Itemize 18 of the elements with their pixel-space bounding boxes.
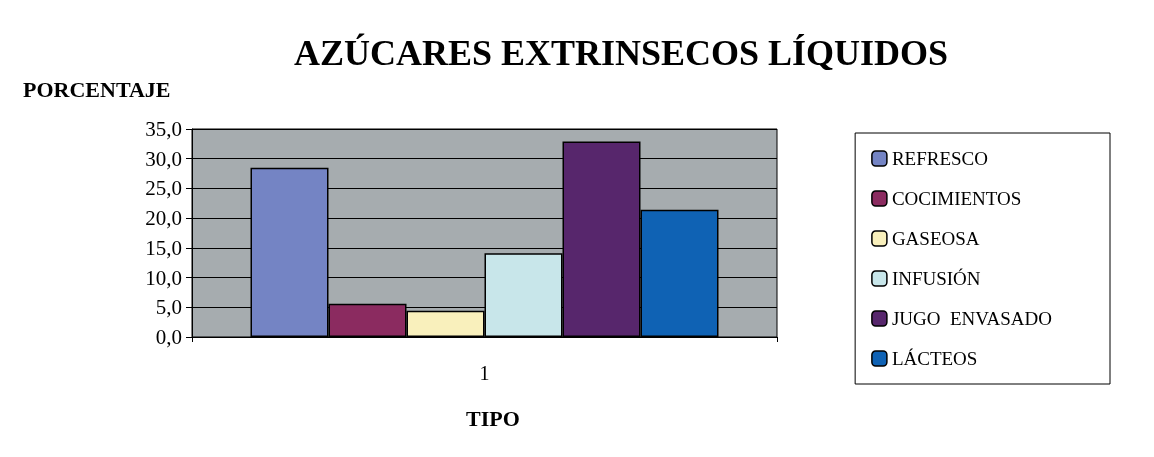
- chart-title: AZÚCARES EXTRINSECOS LÍQUIDOS: [293, 33, 949, 73]
- y-tick-label: 0,0: [155, 325, 182, 349]
- y-axis-title: PORCENTAJE: [23, 76, 171, 102]
- y-tick-label: 5,0: [155, 295, 182, 320]
- y-tick-label: 10,0: [145, 265, 182, 290]
- legend-label: LÁCTEOS: [891, 348, 978, 369]
- y-tick-label: 20,0: [145, 206, 182, 231]
- y-tick-label: 30,0: [145, 146, 182, 171]
- y-tick-label: 25,0: [145, 176, 182, 201]
- legend-label: JUGO ENVASADO: [891, 308, 1052, 329]
- legend-label: INFUSIÓN: [891, 268, 981, 289]
- y-tick-label: 15,0: [145, 235, 182, 260]
- x-tick-label: 1: [479, 362, 490, 384]
- x-axis-title: TIPO: [466, 405, 520, 431]
- legend-label: COCIMIENTOS: [891, 188, 1022, 209]
- legend-label: REFRESCO: [891, 148, 988, 169]
- y-tick-label: 35,0: [145, 117, 182, 141]
- legend-label: GASEOSA: [891, 228, 980, 249]
